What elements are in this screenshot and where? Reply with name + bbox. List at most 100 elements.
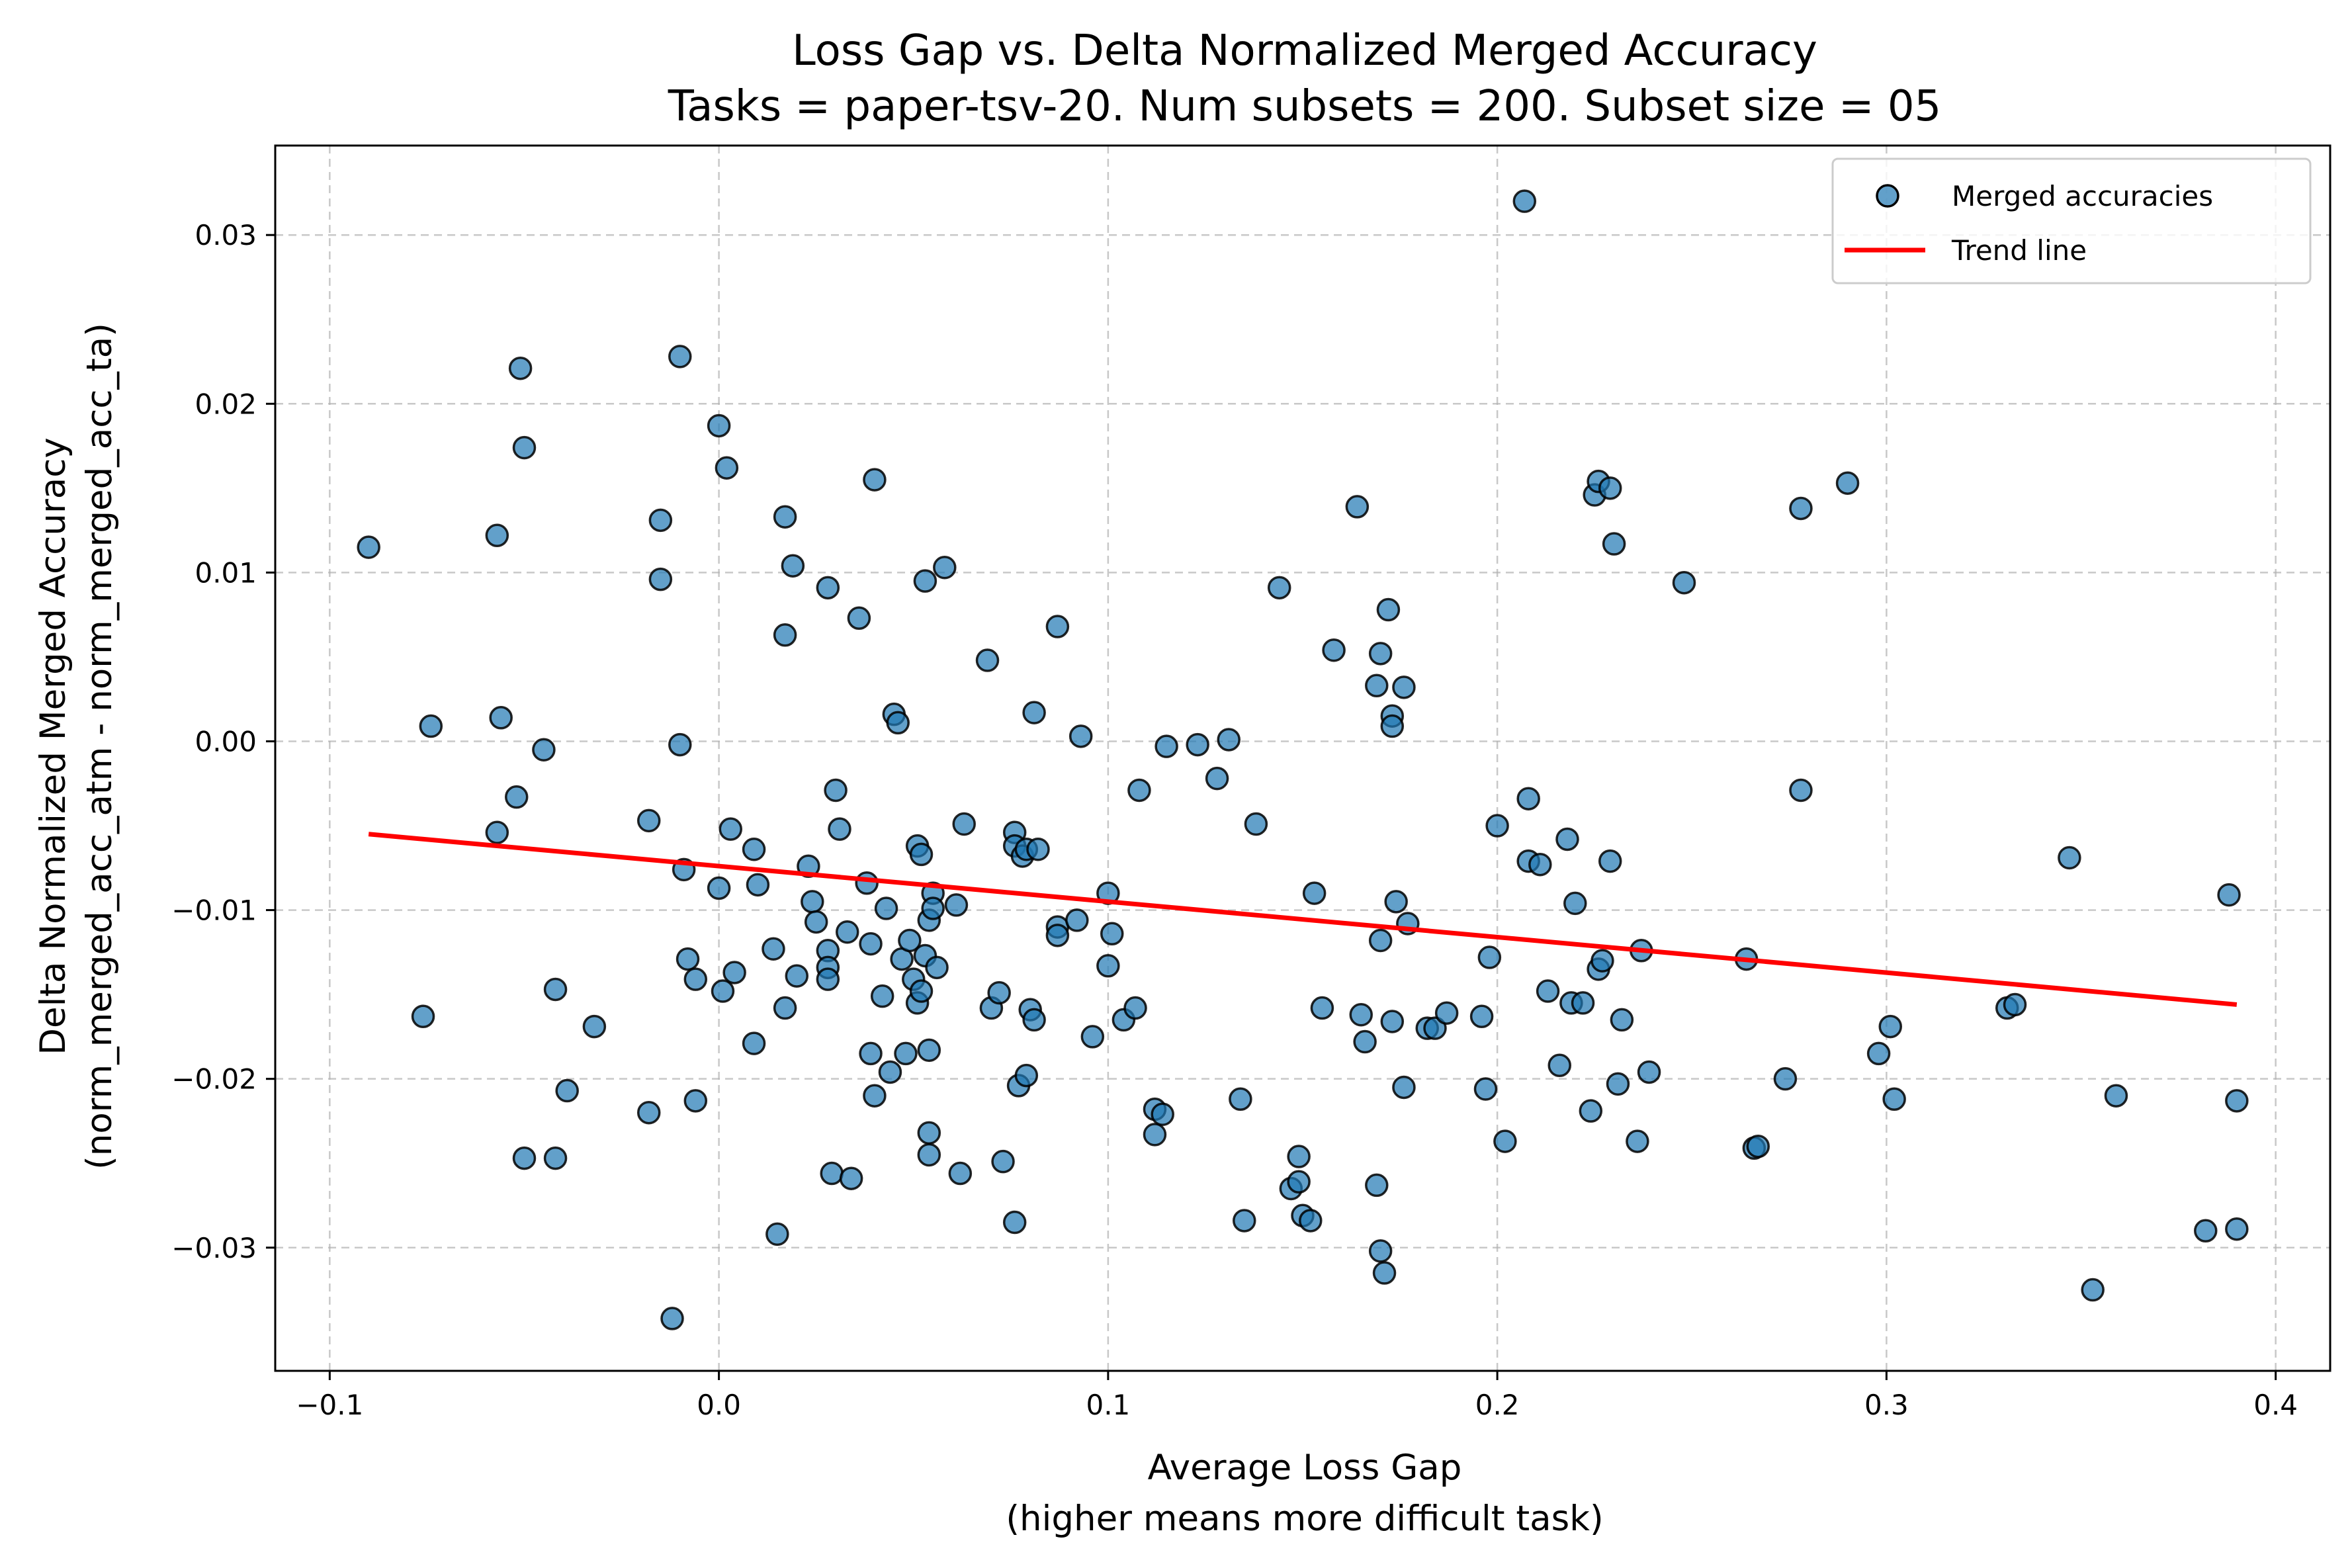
scatter-point	[773, 996, 797, 1020]
scatter-point	[742, 838, 766, 861]
scatter-point	[820, 1161, 844, 1186]
scatter-point	[742, 1031, 766, 1055]
scatter-point	[828, 817, 851, 841]
scatter-point	[1368, 642, 1393, 666]
scatter-point	[1368, 928, 1393, 953]
scatter-point	[1096, 954, 1120, 978]
scatter-point	[1123, 996, 1147, 1020]
scatter-point	[859, 1041, 883, 1066]
legend-marker-merged-accuracies	[1876, 184, 1899, 208]
scatter-point	[878, 1060, 902, 1084]
legend-box	[1831, 157, 2312, 284]
scatter-point	[555, 1078, 579, 1103]
scatter-point	[1547, 1053, 1571, 1078]
scatter-point	[1287, 1170, 1311, 1194]
scatter-point	[859, 932, 883, 956]
scatter-point	[1637, 1060, 1661, 1084]
scatter-point	[1299, 1209, 1323, 1233]
scatter-point	[508, 356, 533, 380]
scatter-point	[1878, 1014, 1903, 1039]
scatter-point	[2225, 1217, 2249, 1241]
scatter-point	[675, 947, 700, 971]
y-tick-label: 0.03	[195, 219, 257, 251]
scatter-point	[1365, 674, 1389, 698]
scatter-point	[921, 896, 945, 920]
scatter-point	[2225, 1089, 2249, 1113]
scatter-point	[489, 706, 513, 730]
scatter-point	[2217, 883, 2241, 907]
legend-label-trend-line: Trend line	[1951, 234, 2087, 267]
x-tick-label: 0.4	[2253, 1389, 2298, 1421]
scatter-point	[1610, 1008, 1634, 1032]
scatter-point	[1322, 638, 1346, 662]
scatter-point	[1434, 1001, 1459, 1025]
scatter-point	[1477, 945, 1502, 969]
scatter-point	[1372, 1261, 1397, 1285]
scatter-point	[1516, 787, 1540, 810]
scatter-point	[1310, 996, 1334, 1020]
scatter-point	[909, 979, 934, 1003]
x-tick-label: 0.3	[1864, 1389, 1909, 1421]
scatter-point	[512, 1146, 537, 1170]
scatter-point	[1773, 1067, 1798, 1091]
scatter-point	[1229, 1087, 1252, 1111]
scatter-point	[648, 508, 673, 533]
scatter-point	[1835, 471, 1860, 495]
scatter-point	[1100, 922, 1124, 946]
scatter-point	[1349, 1002, 1373, 1027]
y-tick-label: −0.02	[171, 1063, 257, 1096]
trend-line-layer	[368, 832, 2238, 1007]
scatter-point	[855, 871, 879, 895]
scatter-point	[636, 1100, 661, 1125]
scatter-point	[582, 1014, 607, 1039]
scatter-point	[1392, 1075, 1416, 1100]
scatter-point	[1469, 1004, 1494, 1029]
trend-line	[368, 832, 2238, 1007]
scatter-point	[683, 967, 708, 991]
scatter-point	[1882, 1087, 1906, 1111]
x-tick-label: 0.0	[697, 1389, 741, 1421]
scatter-point	[894, 1041, 918, 1066]
scatter-point	[722, 961, 746, 984]
scatter-point	[847, 606, 871, 631]
scatter-point	[485, 523, 509, 548]
scatter-point	[1345, 495, 1370, 519]
scatter-point	[1423, 1016, 1447, 1040]
y-tick-label: 0.01	[195, 556, 257, 589]
scatter-point	[1127, 778, 1151, 803]
scatter-point	[1606, 1072, 1630, 1096]
scatter-point	[1563, 891, 1587, 916]
scatter-point	[1626, 1129, 1649, 1153]
scatter-point	[1022, 701, 1046, 724]
scatter-point	[874, 896, 898, 920]
scatter-point	[1002, 1210, 1027, 1235]
scatter-point	[1365, 1173, 1389, 1198]
scatter-point	[1512, 189, 1537, 213]
y-tick-label: −0.01	[171, 894, 257, 927]
y-tick-label: 0.02	[195, 388, 257, 420]
chart-title: Loss Gap vs. Delta Normalized Merged Acc…	[792, 26, 1817, 75]
scatter-point	[1368, 1239, 1393, 1263]
scatter-point	[485, 820, 509, 844]
scatter-point	[746, 873, 770, 897]
scatter-point	[1233, 1209, 1256, 1233]
scatter-point	[804, 910, 828, 934]
scatter-point	[660, 1307, 684, 1330]
scatter-point	[1672, 570, 1696, 595]
scatter-point	[683, 1089, 708, 1113]
scatter-point	[1376, 597, 1401, 622]
x-tick-label: 0.1	[1086, 1389, 1130, 1421]
scatter-point	[1571, 991, 1595, 1015]
scatter-point	[1602, 532, 1626, 556]
scatter-point	[773, 623, 797, 647]
x-tick-label: 0.2	[1475, 1389, 1520, 1421]
scatter-point	[975, 648, 1000, 672]
scatter-point	[2003, 992, 2027, 1017]
scatter-point	[863, 468, 887, 492]
scatter-point	[1026, 838, 1050, 861]
scatter-point	[1065, 908, 1089, 932]
scatter-point	[1217, 728, 1241, 752]
scatter-point	[419, 714, 443, 738]
